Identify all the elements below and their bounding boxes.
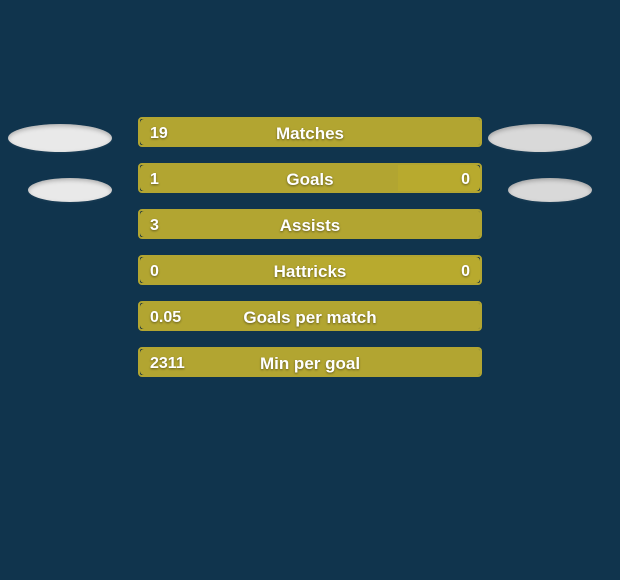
stat-row: Assists3 xyxy=(0,209,620,239)
stat-track: Assists3 xyxy=(138,209,482,239)
stat-bar-right xyxy=(398,165,480,191)
stat-track: Min per goal2311 xyxy=(138,347,482,377)
stat-bar-left xyxy=(140,211,480,237)
player-avatar-left xyxy=(28,178,112,202)
player-avatar-left xyxy=(8,124,112,152)
stat-row: Min per goal2311 xyxy=(0,347,620,377)
comparison-chart: Matches19 Goals10 Assists3 Hattricks00 Goals… xyxy=(0,117,620,377)
stat-bar-left xyxy=(140,303,480,329)
stat-bar-left xyxy=(140,349,480,375)
stat-track: Matches19 xyxy=(138,117,482,147)
player-avatar-right xyxy=(508,178,592,202)
stat-track: Hattricks00 xyxy=(138,255,482,285)
stat-bar-right xyxy=(310,257,480,283)
stat-track: Goals per match0.05 xyxy=(138,301,482,331)
stat-bar-left xyxy=(140,119,480,145)
stat-bar-left xyxy=(140,257,310,283)
stat-bar-left xyxy=(140,165,398,191)
stat-track: Goals10 xyxy=(138,163,482,193)
stat-row: Hattricks00 xyxy=(0,255,620,285)
player-avatar-right xyxy=(488,124,592,152)
stat-row: Goals per match0.05 xyxy=(0,301,620,331)
